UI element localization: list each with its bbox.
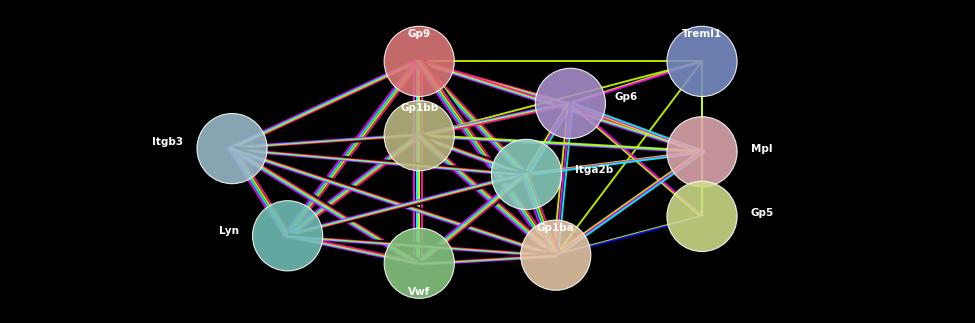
Text: Itgb3: Itgb3 bbox=[152, 137, 183, 147]
Ellipse shape bbox=[197, 113, 267, 184]
Ellipse shape bbox=[521, 220, 591, 290]
Ellipse shape bbox=[535, 68, 605, 139]
Text: Gp9: Gp9 bbox=[408, 29, 431, 39]
Ellipse shape bbox=[491, 139, 562, 210]
Text: Gp1ba: Gp1ba bbox=[537, 223, 574, 233]
Text: Treml1: Treml1 bbox=[682, 29, 722, 39]
Text: Mpl: Mpl bbox=[751, 144, 772, 153]
Text: Vwf: Vwf bbox=[409, 287, 430, 297]
Ellipse shape bbox=[384, 100, 454, 171]
Ellipse shape bbox=[384, 26, 454, 97]
Text: Gp5: Gp5 bbox=[751, 208, 774, 218]
Ellipse shape bbox=[384, 228, 454, 298]
Text: Gp6: Gp6 bbox=[614, 92, 638, 102]
Text: Lyn: Lyn bbox=[218, 226, 239, 236]
Text: Itga2b: Itga2b bbox=[575, 165, 613, 174]
Text: Gp1bb: Gp1bb bbox=[400, 103, 439, 113]
Ellipse shape bbox=[667, 26, 737, 97]
Ellipse shape bbox=[667, 181, 737, 252]
Ellipse shape bbox=[253, 201, 323, 271]
Ellipse shape bbox=[667, 117, 737, 187]
